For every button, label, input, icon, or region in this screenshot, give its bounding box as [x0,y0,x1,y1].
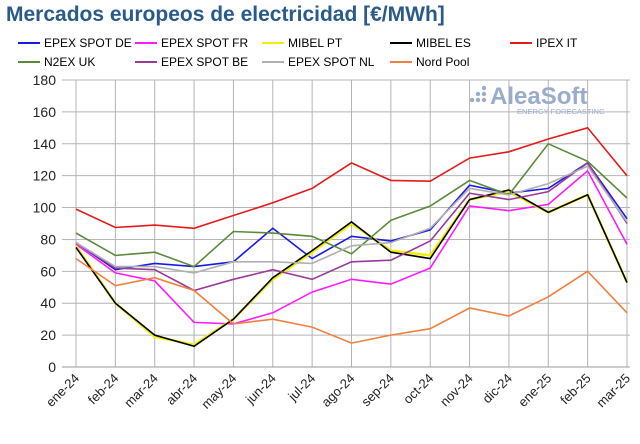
legend-item: EPEX SPOT NL [262,55,374,69]
x-tick-label: may-24 [198,371,239,412]
legend-swatch [262,61,284,63]
series-line-mibel-es [75,189,628,348]
legend-item: Nord Pool [390,55,469,69]
series-line-n2ex-uk [75,142,628,268]
series-line-nord-pool [75,257,628,344]
chart-title: Mercados europeos de electricidad [€/MWh… [6,3,445,26]
x-tick-label: jul-24 [284,371,318,405]
watermark-dot [475,91,481,97]
y-tick-label: 140 [33,136,57,152]
y-tick-label: 180 [33,72,57,88]
legend-label: EPEX SPOT DE [44,36,132,50]
x-tick-label: jun-24 [242,371,279,408]
x-tick-label: mar-25 [593,371,633,411]
legend-label: IPEX IT [536,36,578,50]
y-tick-label: 20 [40,327,56,343]
x-tick-label: feb-25 [557,371,594,408]
watermark-dot [475,97,481,103]
series-line-epex-spot-be [75,161,628,292]
legend-swatch [390,61,412,63]
legend-item: EPEX SPOT BE [135,55,248,69]
x-tick-label: nov-24 [437,371,476,410]
legend-item: N2EX UK [18,55,95,69]
x-tick-label: mar-24 [121,371,161,411]
legend-item: MIBEL ES [390,36,471,50]
legend-label: Nord Pool [416,55,470,69]
legend-swatch [262,42,284,44]
watermark-dot [481,91,487,97]
series-line-epex-spot-nl [75,165,628,274]
x-tick-label: abr-24 [163,371,200,408]
legend-swatch [135,61,157,63]
watermark-logo: AleaSoft [490,83,587,110]
legend-item: EPEX SPOT FR [135,36,248,50]
legend-swatch [135,42,157,44]
x-tick-label: dic-24 [479,371,515,407]
y-tick-label: 100 [33,200,57,216]
watermark-dot [481,85,487,91]
watermark-dot [469,97,475,103]
legend-label: EPEX SPOT BE [161,55,249,69]
x-tick-label: oct-24 [400,371,436,407]
legend-label: EPEX SPOT FR [161,36,249,50]
x-tick-label: ene-24 [43,371,82,410]
legend-swatch [390,42,412,44]
y-tick-label: 60 [40,263,56,279]
y-tick-label: 40 [40,295,56,311]
watermark-dot [481,97,487,103]
x-tick-label: feb-24 [85,371,122,408]
legend-swatch [510,42,532,44]
legend-item: EPEX SPOT DE [18,36,132,50]
legend-label: N2EX UK [44,55,96,69]
legend-swatch [18,61,40,63]
watermark-tagline: ENERGY FORECASTING [517,107,605,116]
legend-label: EPEX SPOT NL [288,55,375,69]
legend-label: MIBEL ES [416,36,471,50]
legend-item: MIBEL PT [262,36,342,50]
legend-label: MIBEL PT [288,36,343,50]
legend-swatch [18,42,40,44]
y-tick-label: 0 [48,359,56,375]
y-tick-label: 120 [33,168,57,184]
x-tick-label: sep-24 [358,371,397,410]
y-tick-label: 160 [33,104,57,120]
series-line-ipex-it [75,126,628,230]
legend-item: IPEX IT [510,36,577,50]
series-line-epex-spot-de [75,161,628,271]
x-tick-label: ene-25 [515,371,554,410]
x-tick-label: ago-24 [318,371,357,410]
y-tick-label: 80 [40,231,56,247]
